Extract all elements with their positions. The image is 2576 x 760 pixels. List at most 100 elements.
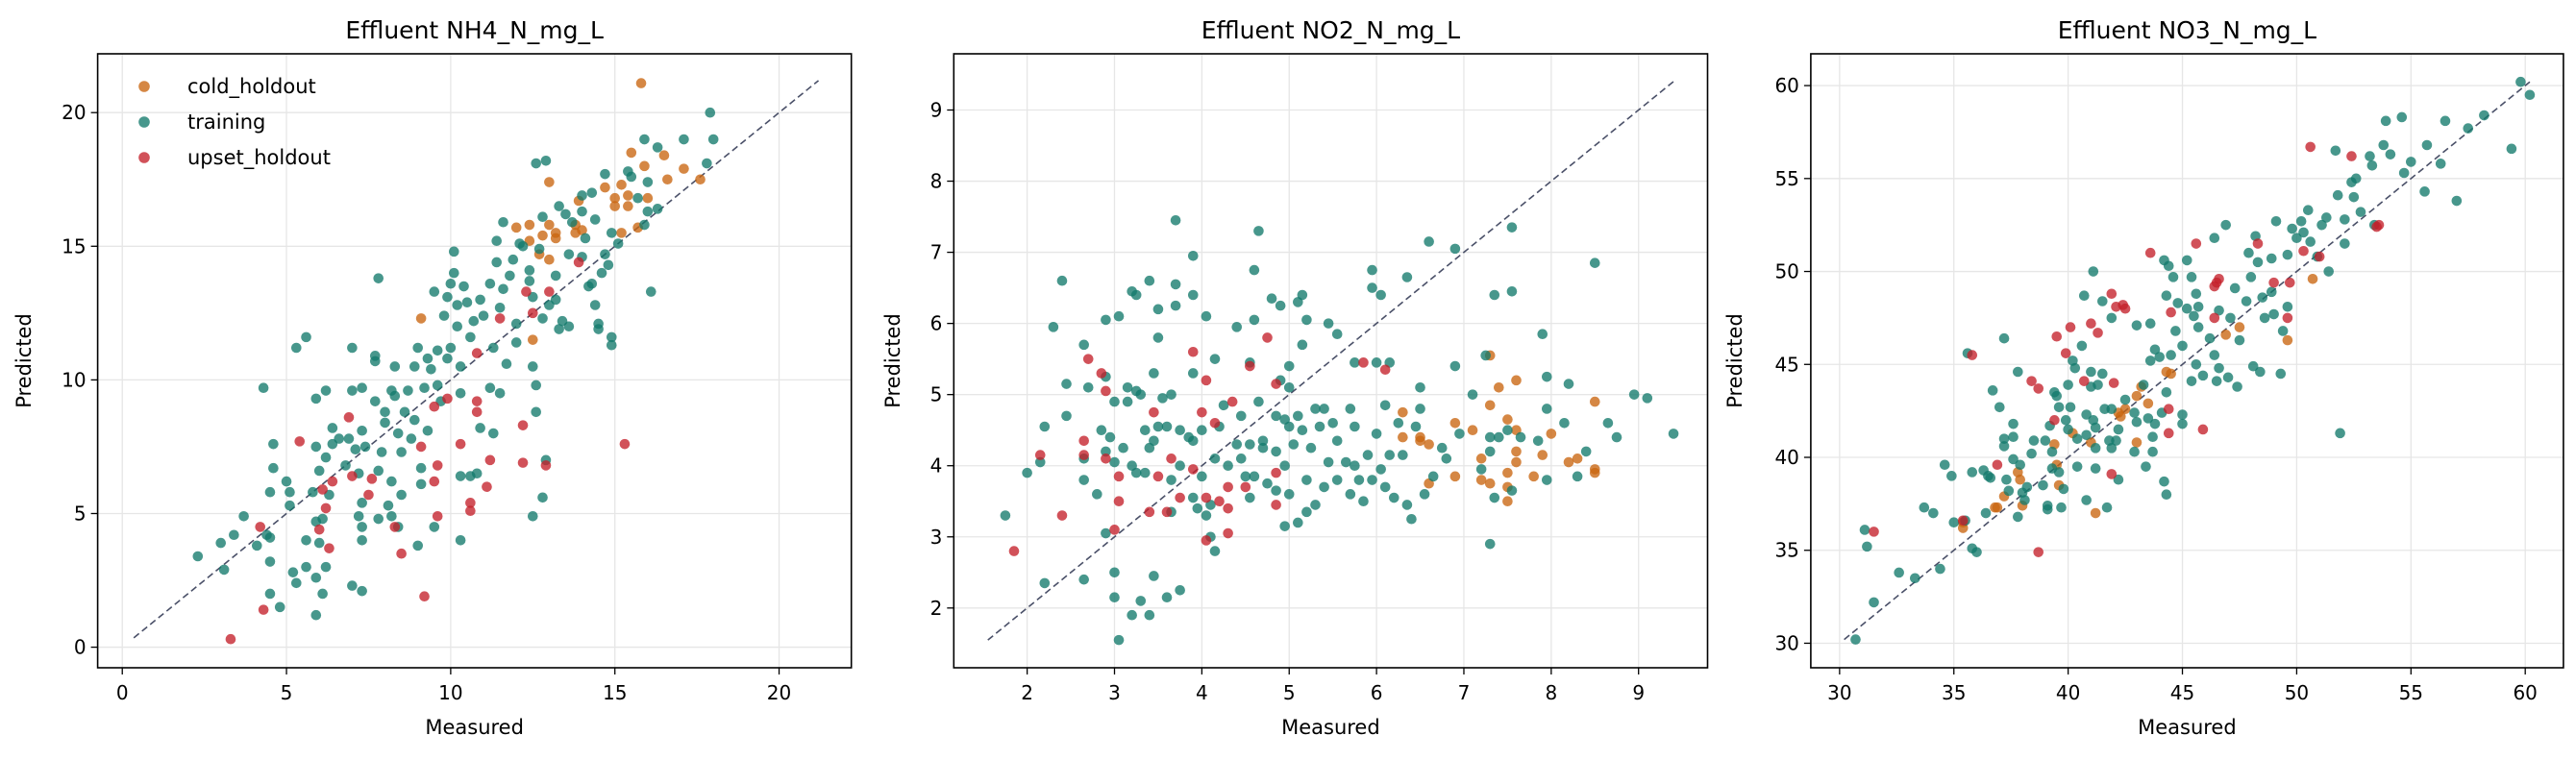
data-point-training — [2063, 380, 2073, 390]
data-point-training — [2287, 223, 2297, 234]
data-point-training — [308, 486, 318, 498]
legend-marker-upset_holdout — [138, 152, 150, 163]
data-point-training — [2419, 186, 2430, 197]
data-point-cold_holdout — [616, 228, 627, 238]
data-point-training — [1101, 314, 1111, 326]
data-point-training — [2385, 149, 2396, 159]
data-point-training — [2234, 334, 2245, 346]
data-point-upset_holdout — [429, 476, 440, 487]
data-point-training — [264, 532, 276, 543]
data-point-training — [1161, 421, 1173, 432]
data-point-training — [1314, 421, 1325, 432]
data-point-upset_holdout — [1109, 525, 1120, 535]
data-point-upset_holdout — [2078, 376, 2090, 386]
data-point-training — [560, 208, 571, 220]
data-point-training — [1192, 503, 1203, 514]
data-point-training — [2277, 326, 2289, 336]
data-point-training — [347, 580, 358, 591]
data-point-training — [1393, 417, 1404, 429]
data-point-training — [1542, 404, 1552, 414]
data-point-training — [1367, 475, 1377, 485]
data-point-training — [612, 238, 624, 249]
data-point-training — [1157, 393, 1168, 404]
data-point-training — [1502, 425, 1513, 435]
data-point-cold_holdout — [510, 222, 522, 233]
data-point-cold_holdout — [623, 201, 633, 211]
axes-frame — [953, 53, 1709, 669]
data-point-training — [1484, 431, 1496, 443]
data-point-cold_holdout — [1484, 478, 1496, 489]
data-point-cold_holdout — [544, 177, 555, 187]
data-point-cold_holdout — [616, 180, 627, 190]
data-point-cold_holdout — [415, 313, 427, 324]
data-point-training — [2008, 418, 2019, 429]
data-point-training — [2056, 502, 2067, 513]
data-point-training — [2093, 380, 2103, 390]
data-point-training — [1401, 272, 1413, 282]
data-point-cold_holdout — [658, 150, 670, 161]
data-point-training — [347, 342, 358, 354]
y-tick-label: 9 — [930, 98, 943, 121]
data-point-training — [642, 206, 654, 217]
data-point-training — [1279, 460, 1290, 472]
data-point-training — [1484, 446, 1496, 457]
data-point-training — [2051, 390, 2063, 402]
data-point-upset_holdout — [1152, 471, 1164, 482]
data-point-training — [2069, 362, 2081, 374]
data-point-training — [1398, 450, 1408, 460]
data-point-training — [448, 267, 459, 279]
data-point-cold_holdout — [1449, 417, 1461, 429]
data-point-training — [1350, 357, 1360, 368]
data-point-upset_holdout — [471, 396, 483, 406]
data-point-cold_holdout — [1475, 454, 1487, 464]
data-point-training — [2524, 89, 2536, 101]
data-point-training — [1475, 464, 1487, 475]
data-point-training — [1301, 314, 1312, 326]
data-point-cold_holdout — [537, 230, 548, 241]
data-point-training — [2119, 394, 2131, 405]
data-point-training — [505, 270, 515, 282]
data-point-upset_holdout — [1957, 515, 1969, 527]
data-point-upset_holdout — [1187, 346, 1199, 357]
data-point-training — [2090, 443, 2101, 454]
data-point-training — [1436, 442, 1448, 454]
data-point-training — [1175, 584, 1185, 596]
y-axis-label: Predicted — [881, 313, 904, 408]
data-point-training — [1998, 441, 2010, 452]
data-point-training — [455, 361, 466, 372]
x-tick-label: 9 — [1632, 681, 1645, 704]
data-point-training — [2008, 431, 2019, 443]
data-point-training — [1170, 300, 1181, 311]
data-point-upset_holdout — [1008, 546, 1020, 556]
data-point-upset_holdout — [2191, 238, 2202, 249]
data-point-training — [1371, 429, 1382, 439]
data-point-training — [399, 406, 410, 418]
data-point-training — [2506, 143, 2517, 155]
data-point-training — [600, 249, 610, 259]
data-point-training — [2270, 216, 2282, 227]
data-point-training — [510, 337, 522, 348]
data-point-training — [1602, 417, 1614, 429]
data-point-training — [1297, 289, 1308, 301]
data-point-training — [409, 414, 420, 426]
data-point-training — [702, 158, 712, 169]
data-point-training — [1532, 435, 1544, 447]
data-point-training — [2191, 288, 2202, 300]
data-point-training — [1946, 471, 1957, 481]
data-point-training — [537, 211, 548, 222]
data-point-training — [2186, 376, 2197, 386]
data-point-training — [1489, 289, 1500, 301]
y-tick-label: 5 — [930, 383, 943, 406]
data-point-training — [471, 468, 483, 479]
series-cold_holdout — [1398, 350, 1600, 507]
data-point-training — [1910, 573, 1920, 584]
data-point-training — [1187, 368, 1199, 379]
data-point-upset_holdout — [294, 436, 306, 447]
data-point-training — [1209, 546, 1221, 556]
data-point-training — [554, 201, 564, 211]
y-tick-label: 55 — [1774, 167, 1798, 190]
data-point-upset_holdout — [1078, 435, 1089, 447]
data-point-training — [1061, 410, 1072, 422]
data-point-training — [1078, 574, 1089, 585]
legend-marker-training — [138, 116, 150, 128]
